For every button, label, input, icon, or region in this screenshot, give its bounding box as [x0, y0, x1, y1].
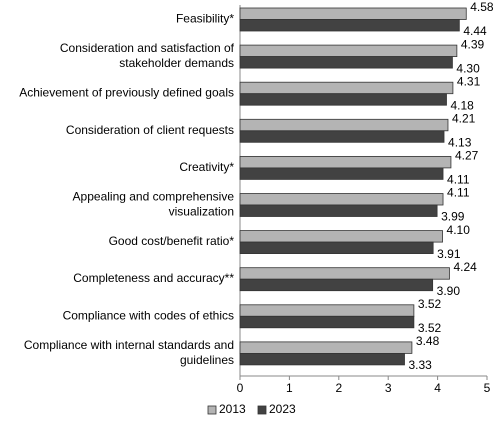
bar [239, 118, 449, 132]
value-label: 3.48 [416, 334, 440, 348]
value-label: 4.24 [453, 260, 477, 274]
bar [239, 230, 443, 243]
legend-swatch [257, 405, 267, 415]
category-label: Achievement of previously defined goals [19, 86, 234, 100]
legend-swatch [207, 405, 217, 415]
x-tick-label: 3 [385, 381, 392, 395]
value-label: 3.52 [418, 297, 442, 311]
value-label: 4.30 [456, 61, 480, 75]
value-label: 4.11 [447, 186, 470, 200]
value-label: 4.27 [455, 149, 479, 163]
bar [239, 193, 444, 206]
value-label: 4.21 [452, 111, 476, 125]
value-label: 4.18 [450, 98, 474, 112]
category-label: Good cost/benefit ratio* [109, 234, 235, 248]
category-label: Consideration of client requests [66, 123, 234, 137]
bar [239, 7, 467, 20]
legend-label: 2023 [269, 402, 296, 416]
bar [239, 19, 460, 32]
value-label: 3.33 [409, 358, 433, 372]
bar [239, 304, 415, 317]
category-label: Consideration and satisfaction of stakeho… [60, 41, 235, 70]
category-label: Feasibility* [176, 12, 234, 26]
x-tick-label: 0 [237, 381, 244, 395]
value-label: 4.11 [447, 173, 470, 187]
value-label: 3.99 [441, 210, 465, 224]
value-label: 4.58 [470, 0, 494, 14]
value-label: 3.52 [418, 321, 442, 335]
bar [239, 130, 445, 143]
category-label: Creativity* [179, 160, 234, 174]
bar [239, 241, 434, 255]
bar [239, 93, 447, 106]
bar [239, 204, 438, 217]
bar [239, 44, 458, 57]
bar [239, 155, 452, 169]
bar [239, 167, 444, 180]
x-tick-label: 1 [286, 381, 293, 395]
value-label: 4.44 [463, 24, 487, 38]
x-tick-label: 4 [434, 381, 441, 395]
value-label: 3.91 [437, 247, 461, 261]
x-tick-label: 2 [335, 381, 342, 395]
category-label: Completeness and accuracy** [73, 271, 234, 285]
category-label: Compliance with codes of ethics [63, 308, 234, 322]
bar [239, 315, 415, 329]
value-label: 4.31 [457, 74, 481, 88]
category-label: Appealing and comprehensive visualization [73, 190, 235, 219]
legend-label: 2013 [219, 402, 246, 416]
bar [239, 56, 453, 69]
bar [239, 81, 454, 95]
value-label: 4.10 [447, 223, 471, 237]
value-label: 4.13 [448, 135, 472, 149]
bar [239, 341, 413, 354]
bar [239, 352, 405, 366]
category-label: Compliance with internal standards and gu… [24, 338, 234, 367]
bar [239, 278, 434, 292]
x-tick-label: 5 [484, 381, 491, 395]
value-label: 3.90 [437, 284, 461, 298]
value-label: 4.39 [461, 37, 485, 51]
bar [239, 267, 450, 280]
